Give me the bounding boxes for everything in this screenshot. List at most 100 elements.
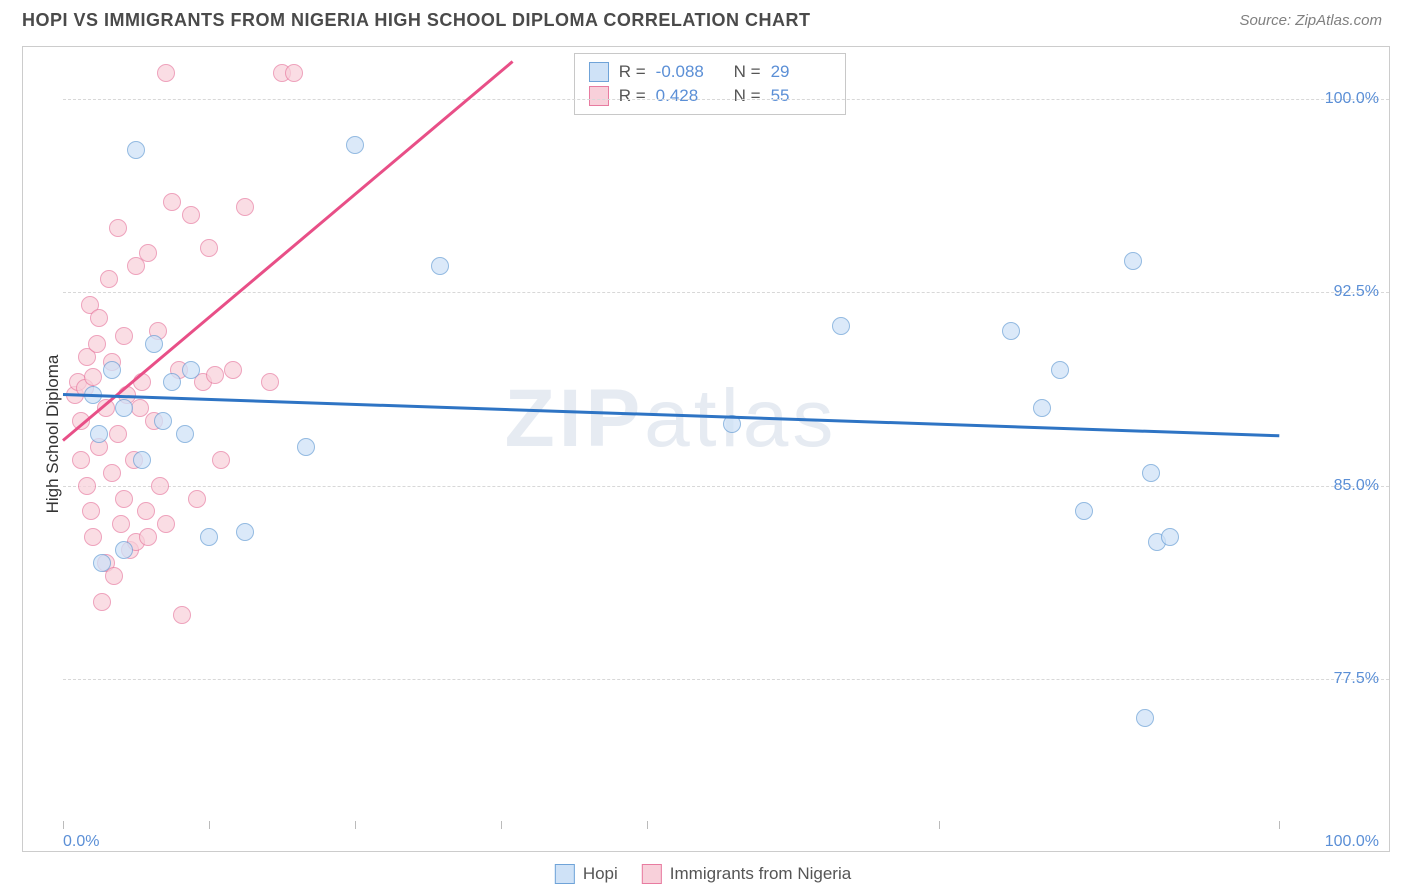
data-point: [84, 368, 102, 386]
data-point: [1124, 252, 1142, 270]
data-point: [112, 515, 130, 533]
data-point: [115, 327, 133, 345]
legend-row-nigeria: R = 0.428 N = 55: [589, 84, 831, 108]
data-point: [163, 373, 181, 391]
data-point: [285, 64, 303, 82]
data-point: [1033, 399, 1051, 417]
data-point: [82, 502, 100, 520]
x-tick: [355, 821, 356, 829]
x-tick: [939, 821, 940, 829]
data-point: [1051, 361, 1069, 379]
data-point: [224, 361, 242, 379]
data-point: [103, 361, 121, 379]
x-tick: [1279, 821, 1280, 829]
data-point: [131, 399, 149, 417]
data-point: [137, 502, 155, 520]
r-label: R =: [619, 62, 646, 82]
data-point: [176, 425, 194, 443]
gridline: [63, 486, 1389, 487]
swatch-nigeria: [589, 86, 609, 106]
data-point: [206, 366, 224, 384]
y-tick-label: 92.5%: [1334, 283, 1379, 301]
data-point: [200, 528, 218, 546]
swatch-hopi: [555, 864, 575, 884]
r-value-hopi: -0.088: [656, 62, 716, 82]
x-tick: [647, 821, 648, 829]
data-point: [182, 206, 200, 224]
correlation-legend: R = -0.088 N = 29 R = 0.428 N = 55: [574, 53, 846, 115]
r-label: R =: [619, 86, 646, 106]
n-value-hopi: 29: [771, 62, 831, 82]
data-point: [88, 335, 106, 353]
legend-label-nigeria: Immigrants from Nigeria: [670, 864, 851, 884]
data-point: [127, 141, 145, 159]
data-point: [103, 464, 121, 482]
x-axis-min-label: 0.0%: [63, 833, 99, 851]
data-point: [145, 335, 163, 353]
data-point: [236, 523, 254, 541]
data-point: [90, 425, 108, 443]
data-point: [115, 490, 133, 508]
data-point: [78, 477, 96, 495]
data-point: [1002, 322, 1020, 340]
data-point: [72, 451, 90, 469]
y-tick-label: 85.0%: [1334, 477, 1379, 495]
legend-item-nigeria: Immigrants from Nigeria: [642, 864, 851, 884]
data-point: [151, 477, 169, 495]
data-point: [93, 593, 111, 611]
swatch-nigeria: [642, 864, 662, 884]
data-point: [832, 317, 850, 335]
legend-row-hopi: R = -0.088 N = 29: [589, 60, 831, 84]
data-point: [115, 399, 133, 417]
n-value-nigeria: 55: [771, 86, 831, 106]
legend-item-hopi: Hopi: [555, 864, 618, 884]
source-attribution: Source: ZipAtlas.com: [1239, 12, 1382, 29]
data-point: [1075, 502, 1093, 520]
legend-label-hopi: Hopi: [583, 864, 618, 884]
r-value-nigeria: 0.428: [656, 86, 716, 106]
x-axis-max-label: 100.0%: [1325, 833, 1379, 851]
data-point: [163, 193, 181, 211]
gridline: [63, 99, 1389, 100]
data-point: [297, 438, 315, 456]
data-point: [84, 528, 102, 546]
chart-container: High School Diploma ZIPatlas 0.0% 100.0%…: [22, 46, 1390, 852]
data-point: [173, 606, 191, 624]
plot-area: High School Diploma ZIPatlas 0.0% 100.0%…: [63, 47, 1279, 821]
data-point: [154, 412, 172, 430]
data-point: [346, 136, 364, 154]
gridline: [63, 292, 1389, 293]
data-point: [236, 198, 254, 216]
data-point: [100, 270, 118, 288]
x-tick: [63, 821, 64, 829]
data-point: [139, 244, 157, 262]
x-tick: [501, 821, 502, 829]
data-point: [157, 515, 175, 533]
data-point: [139, 528, 157, 546]
data-point: [212, 451, 230, 469]
data-point: [109, 219, 127, 237]
series-legend: Hopi Immigrants from Nigeria: [555, 864, 851, 884]
data-point: [1142, 464, 1160, 482]
y-tick-label: 100.0%: [1325, 90, 1379, 108]
data-point: [1161, 528, 1179, 546]
x-tick: [209, 821, 210, 829]
data-point: [133, 451, 151, 469]
n-label: N =: [734, 62, 761, 82]
y-axis-label: High School Diploma: [43, 355, 63, 514]
data-point: [200, 239, 218, 257]
trend-line: [62, 60, 514, 442]
data-point: [109, 425, 127, 443]
data-point: [1136, 709, 1154, 727]
data-point: [431, 257, 449, 275]
data-point: [261, 373, 279, 391]
swatch-hopi: [589, 62, 609, 82]
data-point: [188, 490, 206, 508]
y-tick-label: 77.5%: [1334, 670, 1379, 688]
trend-line: [63, 393, 1279, 437]
n-label: N =: [734, 86, 761, 106]
data-point: [115, 541, 133, 559]
chart-title: HOPI VS IMMIGRANTS FROM NIGERIA HIGH SCH…: [22, 10, 811, 31]
data-point: [93, 554, 111, 572]
gridline: [63, 679, 1389, 680]
